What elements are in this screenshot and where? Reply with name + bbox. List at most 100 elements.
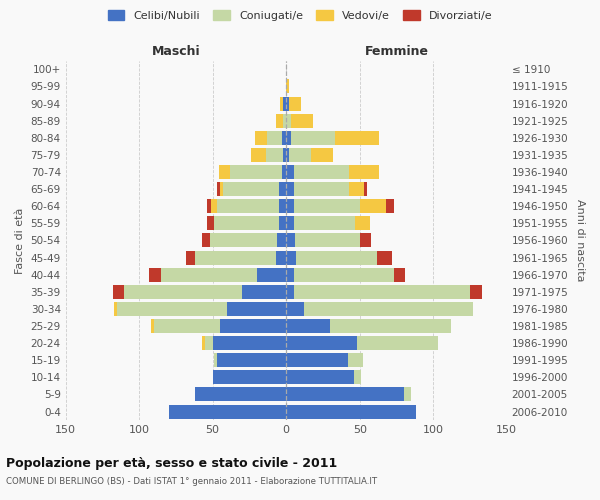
Text: COMUNE DI BERLINGO (BS) - Dati ISTAT 1° gennaio 2011 - Elaborazione TUTTITALIA.I: COMUNE DI BERLINGO (BS) - Dati ISTAT 1° … (6, 478, 377, 486)
Bar (304, 302, 473, 316)
Bar (214, 216, 279, 230)
Bar (149, 268, 161, 281)
Bar (286, 336, 357, 350)
Bar (386, 199, 394, 213)
Bar (286, 268, 293, 281)
Bar (214, 353, 217, 368)
Bar (277, 234, 286, 247)
Bar (293, 199, 360, 213)
Bar (256, 130, 267, 145)
Bar (286, 285, 293, 299)
Bar (276, 114, 283, 128)
Bar (205, 336, 212, 350)
Bar (289, 96, 301, 110)
Bar (207, 216, 214, 230)
Bar (195, 388, 286, 402)
Text: Popolazione per età, sesso e stato civile - 2011: Popolazione per età, sesso e stato civil… (6, 458, 337, 470)
Bar (212, 370, 286, 384)
Bar (394, 268, 405, 281)
Bar (223, 182, 279, 196)
Bar (169, 404, 286, 418)
Bar (267, 130, 282, 145)
Bar (470, 285, 482, 299)
Bar (331, 319, 451, 333)
Bar (290, 114, 313, 128)
Bar (311, 148, 333, 162)
Bar (283, 96, 286, 110)
Bar (266, 148, 283, 162)
Bar (286, 216, 293, 230)
Bar (242, 285, 286, 299)
Bar (349, 182, 364, 196)
Bar (217, 353, 286, 368)
Bar (161, 268, 257, 281)
Bar (202, 336, 205, 350)
Bar (286, 148, 289, 162)
Bar (286, 302, 304, 316)
Bar (220, 182, 223, 196)
Bar (377, 250, 392, 264)
Bar (217, 182, 220, 196)
Bar (286, 388, 404, 402)
Bar (295, 234, 360, 247)
Bar (286, 234, 295, 247)
Text: Femmine: Femmine (364, 45, 428, 58)
Bar (195, 250, 276, 264)
Bar (289, 148, 311, 162)
Bar (293, 165, 349, 179)
Bar (286, 250, 296, 264)
Bar (286, 80, 289, 94)
Bar (276, 250, 286, 264)
Bar (286, 370, 354, 384)
Text: Maschi: Maschi (152, 45, 200, 58)
Bar (113, 285, 124, 299)
Y-axis label: Fasce di età: Fasce di età (15, 208, 25, 274)
Bar (227, 302, 286, 316)
Bar (279, 182, 286, 196)
Bar (286, 130, 290, 145)
Bar (280, 96, 283, 110)
Bar (290, 130, 335, 145)
Bar (360, 199, 386, 213)
Bar (286, 182, 293, 196)
Bar (360, 234, 371, 247)
Bar (404, 388, 411, 402)
Bar (296, 250, 377, 264)
Legend: Celibi/Nubili, Coniugati/e, Vedovi/e, Divorziati/e: Celibi/Nubili, Coniugati/e, Vedovi/e, Di… (103, 6, 497, 25)
Bar (230, 165, 282, 179)
Bar (354, 370, 361, 384)
Bar (251, 148, 266, 162)
Bar (154, 319, 220, 333)
Bar (217, 199, 279, 213)
Bar (211, 199, 217, 213)
Bar (279, 199, 286, 213)
Bar (357, 336, 437, 350)
Bar (293, 268, 394, 281)
Bar (286, 165, 293, 179)
Bar (364, 182, 367, 196)
Y-axis label: Anni di nascita: Anni di nascita (575, 199, 585, 281)
Bar (202, 234, 210, 247)
Bar (286, 353, 348, 368)
Bar (283, 114, 286, 128)
Bar (286, 404, 416, 418)
Bar (218, 165, 230, 179)
Bar (282, 130, 286, 145)
Bar (210, 234, 277, 247)
Bar (348, 353, 362, 368)
Bar (293, 216, 355, 230)
Bar (286, 319, 331, 333)
Bar (114, 302, 117, 316)
Bar (207, 199, 211, 213)
Bar (220, 319, 286, 333)
Bar (124, 285, 242, 299)
Bar (283, 148, 286, 162)
Bar (279, 216, 286, 230)
Bar (151, 319, 154, 333)
Bar (212, 336, 286, 350)
Bar (286, 96, 289, 110)
Bar (117, 302, 227, 316)
Bar (186, 250, 195, 264)
Bar (282, 165, 286, 179)
Bar (293, 182, 349, 196)
